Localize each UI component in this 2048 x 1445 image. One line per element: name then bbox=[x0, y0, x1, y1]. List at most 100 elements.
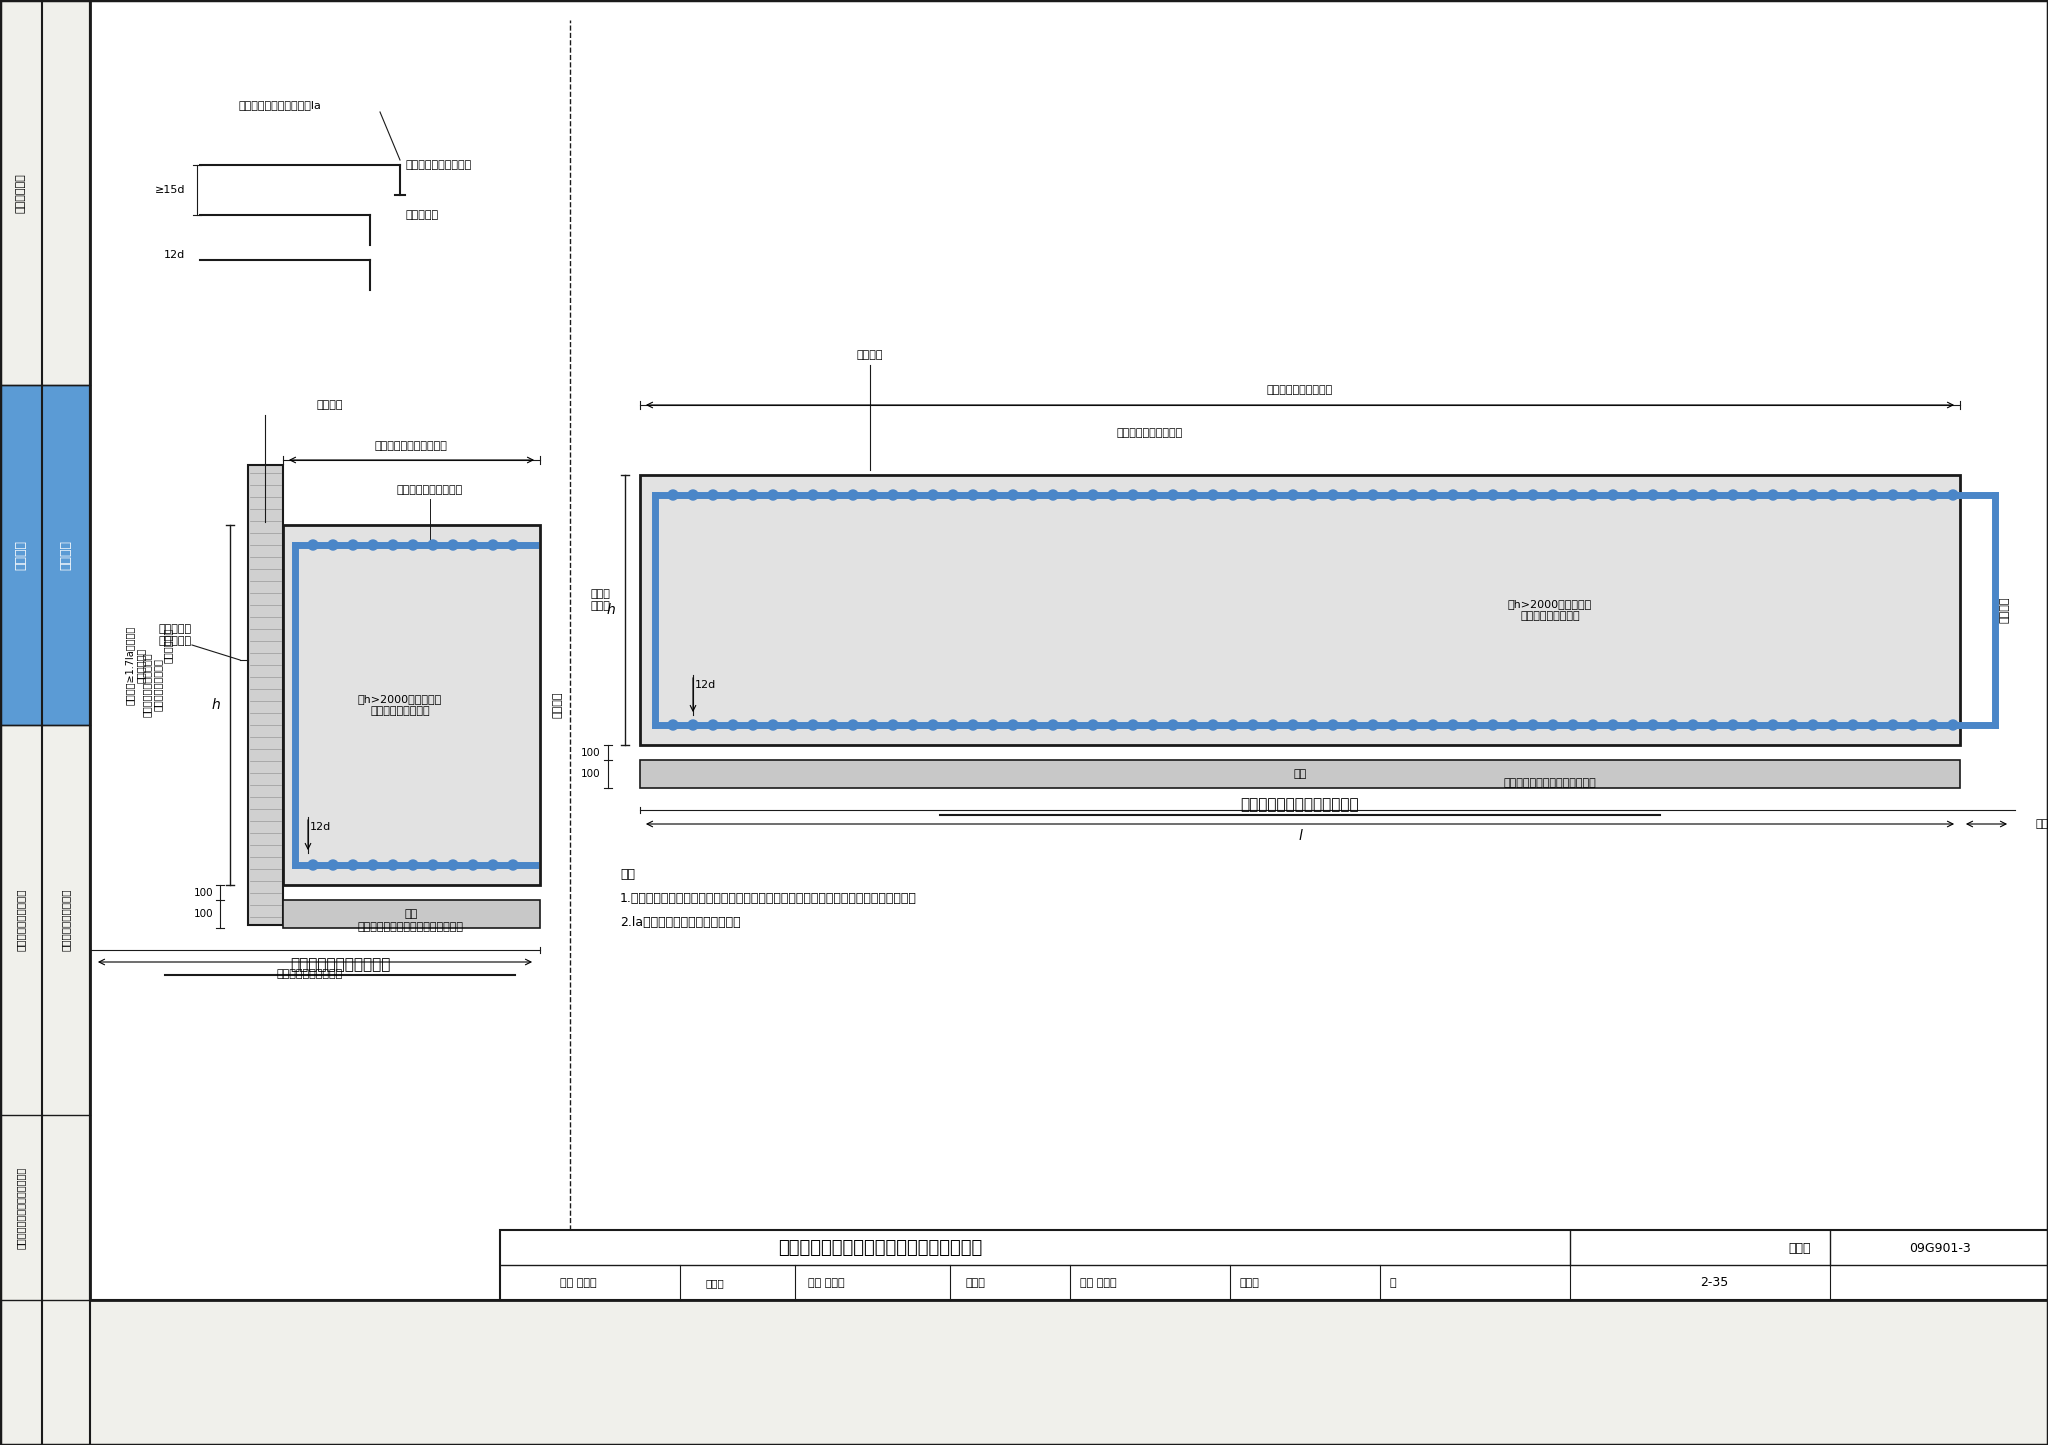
Circle shape bbox=[1028, 720, 1038, 730]
Text: 12d: 12d bbox=[164, 250, 184, 260]
Circle shape bbox=[1847, 490, 1858, 500]
Circle shape bbox=[668, 490, 678, 500]
Circle shape bbox=[408, 860, 418, 870]
Circle shape bbox=[889, 490, 897, 500]
Circle shape bbox=[987, 490, 997, 500]
Circle shape bbox=[1767, 490, 1778, 500]
Text: 跨中板带: 跨中板带 bbox=[2001, 597, 2009, 623]
Circle shape bbox=[688, 490, 698, 500]
Text: ≥15d: ≥15d bbox=[154, 185, 184, 195]
Circle shape bbox=[1108, 720, 1118, 730]
Text: 09G901-3: 09G901-3 bbox=[1909, 1241, 1970, 1254]
Circle shape bbox=[1247, 720, 1257, 730]
Circle shape bbox=[1608, 720, 1618, 730]
Circle shape bbox=[1788, 720, 1798, 730]
Text: 当h>2000时，中间层
钢筋网片按设计设置: 当h>2000时，中间层 钢筋网片按设计设置 bbox=[358, 694, 442, 715]
Text: 张一义: 张一义 bbox=[965, 1277, 985, 1287]
Text: 100: 100 bbox=[193, 909, 213, 919]
Circle shape bbox=[387, 860, 397, 870]
Circle shape bbox=[688, 720, 698, 730]
Circle shape bbox=[1888, 490, 1898, 500]
Circle shape bbox=[1569, 490, 1579, 500]
Text: 顶部贯通和非贯通纵筋: 顶部贯通和非贯通纵筋 bbox=[406, 160, 471, 171]
Circle shape bbox=[1309, 720, 1319, 730]
Circle shape bbox=[1868, 490, 1878, 500]
Circle shape bbox=[907, 720, 918, 730]
Circle shape bbox=[948, 490, 958, 500]
Text: 垫层: 垫层 bbox=[1294, 769, 1307, 779]
Circle shape bbox=[1528, 490, 1538, 500]
Circle shape bbox=[1649, 720, 1659, 730]
Circle shape bbox=[1049, 490, 1059, 500]
Circle shape bbox=[668, 720, 678, 730]
Circle shape bbox=[1188, 720, 1198, 730]
Text: 审核 黄志刚: 审核 黄志刚 bbox=[559, 1277, 596, 1287]
Text: 正交方向柱下板带宽度: 正交方向柱下板带宽度 bbox=[1268, 384, 1333, 394]
Circle shape bbox=[1767, 720, 1778, 730]
Text: 于怀元: 于怀元 bbox=[1239, 1277, 1260, 1287]
Text: 伸至板尾端后弯钩不小于la: 伸至板尾端后弯钩不小于la bbox=[238, 100, 322, 110]
Text: 中间层钢筋: 中间层钢筋 bbox=[406, 210, 438, 220]
Text: 100: 100 bbox=[580, 769, 600, 779]
Circle shape bbox=[709, 490, 719, 500]
Circle shape bbox=[1108, 490, 1118, 500]
Text: 底部非贯通筋延伸长度: 底部非贯通筋延伸长度 bbox=[2036, 819, 2048, 829]
Text: 2-35: 2-35 bbox=[1700, 1276, 1729, 1289]
Circle shape bbox=[809, 490, 817, 500]
Circle shape bbox=[307, 860, 317, 870]
Circle shape bbox=[928, 720, 938, 730]
Text: 筏形基础和地下室结构: 筏形基础和地下室结构 bbox=[16, 889, 27, 951]
Circle shape bbox=[1628, 490, 1638, 500]
Circle shape bbox=[1507, 490, 1518, 500]
Circle shape bbox=[1427, 720, 1438, 730]
Text: 100: 100 bbox=[193, 889, 213, 897]
Circle shape bbox=[1587, 720, 1597, 730]
Text: 垫层: 垫层 bbox=[403, 909, 418, 919]
Circle shape bbox=[1649, 490, 1659, 500]
Circle shape bbox=[469, 860, 477, 870]
Bar bbox=[0, 384, 90, 725]
Circle shape bbox=[1208, 490, 1219, 500]
Circle shape bbox=[1468, 490, 1479, 500]
Circle shape bbox=[1909, 490, 1919, 500]
Circle shape bbox=[1128, 720, 1139, 730]
Circle shape bbox=[727, 720, 737, 730]
Text: h: h bbox=[606, 603, 614, 617]
Text: 注：: 注： bbox=[621, 868, 635, 881]
Circle shape bbox=[508, 860, 518, 870]
Text: 正交方向边柱下板带宽度: 正交方向边柱下板带宽度 bbox=[375, 441, 446, 451]
Circle shape bbox=[969, 720, 979, 730]
Circle shape bbox=[1268, 490, 1278, 500]
Circle shape bbox=[1028, 490, 1038, 500]
Text: 柱下板带和跨中板带外伸部位钢筋排布构造: 柱下板带和跨中板带外伸部位钢筋排布构造 bbox=[778, 1238, 983, 1257]
Text: 柱下板带顶部贯通纵筋: 柱下板带顶部贯通纵筋 bbox=[397, 486, 463, 496]
Bar bbox=[248, 465, 283, 925]
Text: 100: 100 bbox=[580, 749, 600, 759]
Text: 页: 页 bbox=[1391, 1277, 1397, 1287]
Circle shape bbox=[1927, 720, 1937, 730]
Circle shape bbox=[408, 540, 418, 551]
Circle shape bbox=[1427, 490, 1438, 500]
Circle shape bbox=[788, 720, 799, 730]
Circle shape bbox=[907, 490, 918, 500]
Circle shape bbox=[1327, 490, 1337, 500]
Bar bbox=[90, 0, 2048, 1300]
Text: 12d: 12d bbox=[694, 681, 717, 691]
Text: 一般构造要求: 一般构造要求 bbox=[16, 173, 27, 212]
Circle shape bbox=[1948, 720, 1958, 730]
Circle shape bbox=[768, 490, 778, 500]
Circle shape bbox=[1667, 490, 1677, 500]
Text: 侧面构造钢筋: 侧面构造钢筋 bbox=[164, 627, 172, 663]
Circle shape bbox=[969, 490, 979, 500]
Circle shape bbox=[1149, 490, 1157, 500]
Text: h: h bbox=[211, 698, 219, 712]
Circle shape bbox=[1409, 720, 1417, 730]
Circle shape bbox=[868, 720, 879, 730]
Circle shape bbox=[369, 860, 379, 870]
Circle shape bbox=[1067, 490, 1077, 500]
Text: 2.la为非抗震纵向钢筋锚固长度。: 2.la为非抗震纵向钢筋锚固长度。 bbox=[621, 916, 741, 929]
Circle shape bbox=[1149, 720, 1157, 730]
Circle shape bbox=[1288, 490, 1298, 500]
Circle shape bbox=[1808, 490, 1819, 500]
Circle shape bbox=[1587, 490, 1597, 500]
